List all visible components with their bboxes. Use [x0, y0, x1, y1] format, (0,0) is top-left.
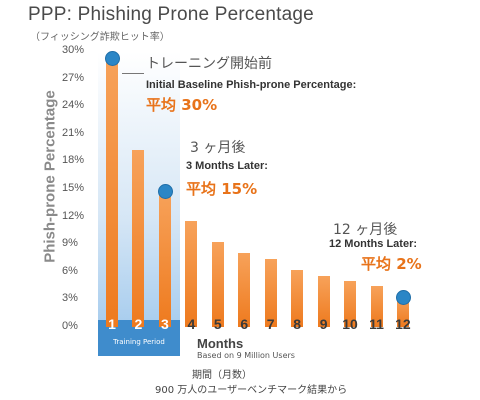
- bar-month-10: [344, 281, 357, 327]
- y-tick-label: 9%: [62, 237, 78, 250]
- bar-month-11: [370, 285, 383, 327]
- x-tick-label: 11: [369, 316, 384, 332]
- bar-month-4: [185, 221, 198, 327]
- y-tick-label: 15%: [62, 182, 85, 194]
- y-tick-label: 24%: [62, 99, 85, 112]
- bar-month-8: [291, 269, 304, 327]
- training-period-label: Training Period: [113, 338, 165, 346]
- baseline-annotation-value: 平均 30%: [146, 96, 218, 114]
- bar-month-5: [211, 242, 224, 327]
- x-tick-label: 9: [319, 316, 328, 332]
- chart-title: PPP: Phishing Prone Percentage: [28, 4, 314, 25]
- x-tick-label: 6: [240, 316, 249, 332]
- x-tick-label: 12: [395, 316, 411, 332]
- twelve-months-annotation-jp: 12 ヶ月後: [333, 222, 398, 238]
- y-axis-label: Phish-prone Percentage: [41, 90, 59, 263]
- bar-month-9: [317, 276, 330, 327]
- x-tick-label: 3: [160, 316, 169, 332]
- twelve-months-annotation-value: 平均 2%: [361, 255, 422, 273]
- chart-subtitle: （フィッシング詐欺ヒット率）: [30, 32, 170, 43]
- y-tick-label: 18%: [62, 154, 85, 167]
- three-months-annotation-value: 平均 15%: [186, 180, 258, 198]
- x-tick-label: 5: [213, 316, 222, 332]
- three-months-annotation-jp: 3 ヶ月後: [190, 140, 246, 156]
- three-months-annotation-en: 3 Months Later:: [186, 160, 268, 172]
- bar-month-3: [158, 190, 171, 327]
- bar-month-7: [264, 258, 277, 327]
- highlight-dot-month-3: [157, 183, 173, 199]
- y-tick-label: 6%: [62, 264, 78, 277]
- x-axis-sublabel: Based on 9 Million Users: [197, 351, 295, 360]
- y-tick-label: 3%: [62, 292, 78, 305]
- x-tick-label: 1: [108, 316, 116, 332]
- y-tick-label: 30%: [62, 44, 85, 56]
- x-axis-label-jp: 期間（月数）: [192, 370, 252, 381]
- baseline-leader-line: [122, 73, 144, 74]
- x-tick-label: 7: [266, 316, 275, 332]
- baseline-annotation-en: Initial Baseline Phish-prone Percentage:: [146, 79, 357, 91]
- y-tick-label: 27%: [62, 71, 85, 84]
- twelve-months-annotation-en: 12 Months Later:: [329, 238, 418, 250]
- bar-month-2: [132, 150, 145, 327]
- baseline-annotation-jp: トレーニング開始前: [146, 56, 272, 72]
- highlight-dot-month-12: [395, 289, 411, 305]
- y-tick-label: 12%: [62, 209, 85, 222]
- x-axis-label: Months: [197, 336, 244, 351]
- x-tick-label: 8: [293, 316, 302, 332]
- y-tick-label: 21%: [62, 126, 85, 139]
- x-tick-label: 10: [342, 316, 358, 332]
- x-tick-label: 4: [187, 316, 196, 332]
- highlight-dot-month-1: [105, 51, 120, 67]
- x-tick-label: 2: [134, 316, 143, 332]
- x-axis-sublabel-jp: 900 万人のユーザーベンチマーク結果から: [155, 385, 348, 396]
- bar-month-6: [238, 253, 251, 327]
- y-tick-label: 0%: [62, 320, 78, 332]
- bar-month-1: [106, 58, 118, 327]
